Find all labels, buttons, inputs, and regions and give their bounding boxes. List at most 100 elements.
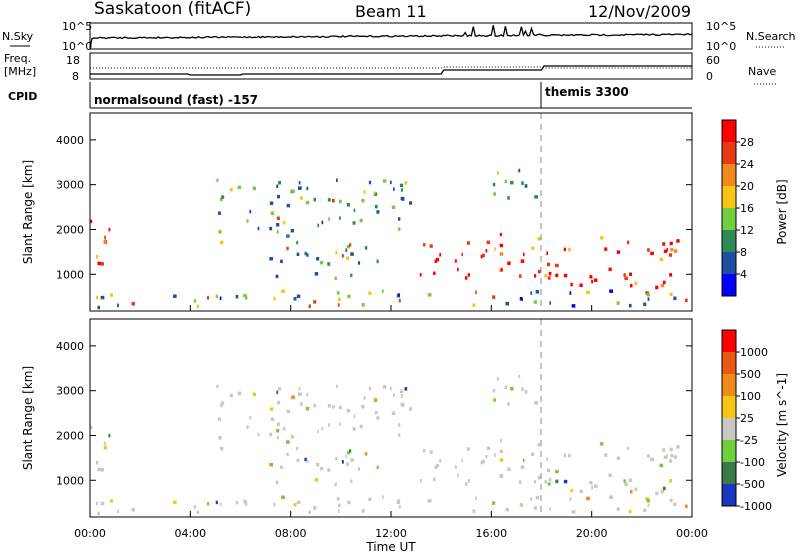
velocity-echo-cell (547, 482, 551, 486)
y-tick-label: 4000 (56, 340, 84, 353)
velocity-echo-cell (218, 417, 221, 421)
velocity-echo-cell (467, 479, 471, 483)
velocity-echo-layer (90, 374, 688, 516)
velocity-echo-cell (454, 465, 457, 469)
power-echo-cell (548, 271, 552, 276)
power-echo-cell (220, 197, 223, 202)
velocity-echo-cell (673, 455, 678, 459)
power-echo-cell (499, 243, 504, 248)
power-echo-cell (429, 244, 433, 248)
power-echo-cell (252, 186, 257, 191)
velocity-echo-cell (291, 395, 295, 399)
power-echo-cell (286, 203, 290, 208)
power-echo-cell (316, 256, 320, 261)
velocity-echo-cell (373, 398, 378, 402)
power-echo-cell (593, 278, 598, 282)
power-echo-cell (368, 180, 372, 185)
power-echo-cell (600, 236, 604, 240)
power-echo-layer (90, 113, 688, 517)
power-echo-cell (374, 204, 378, 209)
velocity-echo-cell (522, 458, 525, 463)
x-tick-label: 00:00 (74, 527, 106, 540)
colorbar-tick-label: 100 (740, 390, 761, 403)
power-echo-cell (647, 248, 650, 252)
power-echo-cell (522, 252, 525, 257)
power-echo-cell (669, 292, 673, 297)
velocity-echo-cell (215, 500, 218, 505)
power-echo-cell (461, 252, 463, 257)
y-tick-label: 3000 (56, 385, 84, 398)
velocity-echo-cell (435, 463, 440, 468)
velocity-echo-cell (306, 392, 309, 397)
velocity-echo-cell (466, 447, 470, 451)
power-echo-cell (275, 274, 279, 279)
nsky-tick-bottom: 10^0 (62, 40, 92, 53)
cpid-normalsound: normalsound (fast) -157 (94, 93, 258, 107)
power-echo-cell (427, 293, 432, 297)
power-echo-cell (616, 301, 620, 305)
power-echo-cell (534, 195, 538, 199)
velocity-panel-frame (89, 318, 693, 518)
x-tick-label: 20:00 (576, 527, 608, 540)
power-echo-cell (492, 295, 496, 299)
velocity-echo-cell (353, 414, 356, 419)
velocity-echo-cell (376, 416, 380, 420)
x-tick-label: 08:00 (275, 527, 307, 540)
power-echo-cell (481, 253, 485, 258)
colorbar-tick-label: 20 (740, 180, 754, 193)
power-echo-cell (282, 220, 286, 225)
power-echo-cell (629, 283, 633, 288)
velocity-echo-cell (319, 466, 324, 471)
power-echo-cell (555, 263, 559, 268)
colorbar-segment (722, 120, 736, 142)
velocity-echo-cell (568, 453, 571, 458)
power-echo-cell (286, 234, 290, 238)
velocity-echo-cell (398, 423, 401, 427)
colorbar-segment (722, 230, 736, 252)
power-echo-cell (376, 210, 380, 214)
velocity-echo-cell (555, 479, 559, 484)
power-echo-cell (298, 186, 302, 190)
velocity-echo-cell (346, 450, 350, 455)
velocity-echo-cell (669, 479, 673, 483)
colorbar-tick-label: 4 (740, 268, 747, 281)
power-echo-cell (499, 252, 504, 256)
colorbar-segment (722, 164, 736, 186)
power-echo-cell (304, 251, 307, 256)
power-echo-cell (546, 262, 551, 267)
power-echo-cell (206, 296, 210, 300)
power-echo-cell (276, 184, 279, 189)
velocity-echo-cell (427, 499, 432, 503)
power-echo-cell (352, 221, 356, 225)
power-echo-cell (645, 291, 649, 295)
power-echo-cell (306, 253, 309, 257)
power-echo-cell (276, 223, 280, 227)
power-echo-cell (314, 272, 319, 276)
velocity-echo-cell (244, 502, 248, 506)
power-echo-cell (643, 302, 647, 307)
power-echo-cell (196, 304, 200, 309)
colorbar-tick-label: 25 (740, 412, 754, 425)
power-echo-cell (104, 235, 106, 240)
power-echo-cell (609, 289, 613, 293)
velocity-echo-cell (269, 462, 274, 467)
colorbar-segment (722, 186, 736, 208)
velocity-echo-cell (549, 507, 552, 511)
freq-tick-18: 18 (66, 54, 80, 67)
colorbar-tick-label: 12 (740, 224, 754, 237)
power-echo-cell (313, 197, 317, 202)
power-echo-cell (434, 259, 438, 263)
velocity-echo-cell (589, 481, 593, 485)
power-echo-cell (110, 293, 113, 297)
velocity-echo-cell (305, 406, 310, 411)
velocity-echo-cell (374, 410, 378, 415)
velocity-echo-cell (563, 479, 568, 484)
velocity-echo-cell (108, 433, 111, 438)
velocity-echo-cell (684, 504, 688, 509)
power-echo-cell (627, 240, 630, 245)
power-echo-cell (591, 279, 594, 284)
velocity-echo-cell (286, 452, 289, 457)
power-echo-cell (131, 302, 135, 306)
velocity-echo-cell (393, 393, 395, 397)
velocity-echo-cell (296, 500, 301, 505)
